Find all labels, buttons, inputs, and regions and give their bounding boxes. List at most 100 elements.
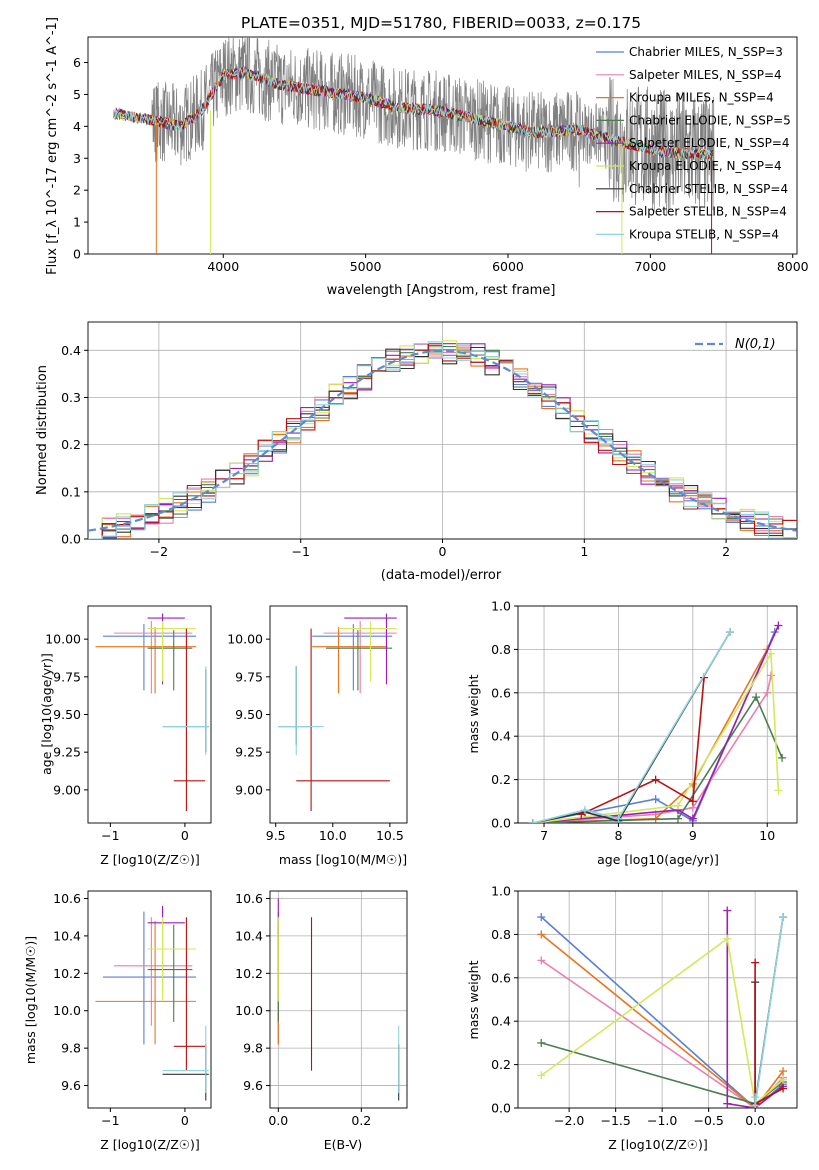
weight-line-kroupa_miles: [540, 933, 784, 1108]
ebv_mass-plot: [277, 898, 400, 1101]
x-tick-label: −1: [291, 544, 309, 559]
y-tick-label: 0.8: [491, 642, 511, 657]
spectrum-axes: [84, 36, 798, 258]
y-tick-label: 0.6: [491, 685, 511, 700]
y-tick-label: 9.75: [235, 669, 263, 684]
weight-line-kroupa_elodie: [540, 937, 784, 1106]
z_mass-xlabel: Z [log10(Z/Z☉)]: [100, 1137, 200, 1152]
legend-label-chabrier_miles: Chabrier MILES, N_SSP=3: [629, 45, 783, 59]
spectrum-frame: [87, 36, 798, 255]
x-tick-label: 4000: [207, 259, 239, 274]
z_age-frame: [87, 605, 212, 824]
y-tick-label: 9.6: [243, 1078, 263, 1093]
ebv_mass-xlabel: E(B-V): [324, 1137, 363, 1152]
y-tick-label: 9.25: [53, 745, 81, 760]
x-tick-label: 10.0: [319, 828, 347, 843]
x-tick-label: 0: [439, 544, 447, 559]
residual-plot: [88, 340, 797, 539]
figure-title: PLATE=0351, MJD=51780, FIBERID=0033, z=0…: [241, 14, 641, 32]
legend-label-salpeter_miles: Salpeter MILES, N_SSP=4: [629, 68, 782, 82]
y-tick-label: 5: [73, 87, 81, 102]
residual-ylabel: Normed distribution: [35, 365, 50, 495]
age_weight-frame: [517, 605, 798, 824]
x-tick-label: −2: [150, 544, 168, 559]
x-tick-label: 0: [181, 828, 189, 843]
weight-line-salpeter_stelib: [580, 677, 705, 816]
spectrum-data-line: [113, 37, 715, 216]
y-tick-label: 1: [73, 215, 81, 230]
y-tick-label: 0.8: [491, 927, 511, 942]
y-tick-label: 10.2: [235, 966, 263, 981]
ebv_mass-axes: [266, 890, 408, 1112]
weight-line-chabrier_elodie: [532, 695, 783, 823]
y-tick-label: 9.8: [243, 1041, 263, 1056]
age_weight-xlabel: age [log10(age/yr)]: [597, 852, 719, 867]
y-tick-label: 0.0: [491, 816, 511, 831]
y-tick-label: 9.00: [53, 782, 81, 797]
weight-line-chabrier_miles: [540, 916, 784, 1108]
residual-xlabel: (data-model)/error: [381, 568, 502, 583]
z_weight-plot: [537, 906, 788, 1108]
weight-line-salpeter_elodie: [532, 625, 780, 823]
y-tick-label: 0.2: [61, 437, 81, 452]
mass_age-plot: [277, 613, 397, 811]
x-tick-label: 7: [540, 828, 548, 843]
z_weight-ylabel: mass weight: [466, 960, 481, 1039]
x-tick-label: 9: [689, 828, 697, 843]
y-tick-label: 0.0: [61, 532, 81, 547]
legend-label-kroupa_elodie: Kroupa ELODIE, N_SSP=4: [629, 159, 782, 173]
z_age-xlabel: Z [log10(Z/Z☉)]: [100, 852, 200, 867]
legend-label-normal: N(0,1): [735, 337, 776, 352]
y-tick-label: 10.0: [53, 1003, 81, 1018]
x-tick-label: 2: [722, 544, 730, 559]
legend-label-chabrier_stelib: Chabrier STELIB, N_SSP=4: [629, 182, 788, 196]
z_weight-xlabel: Z [log10(Z/Z☉)]: [608, 1137, 708, 1152]
spectrum-plot: [113, 37, 715, 254]
weight-line-salpeter_miles: [532, 675, 772, 823]
y-tick-label: 9.8: [61, 1041, 81, 1056]
weight-line-kroupa_elodie: [532, 651, 780, 823]
y-tick-label: 10.6: [235, 891, 263, 906]
y-tick-label: 3: [73, 151, 81, 166]
y-tick-label: 9.50: [235, 707, 263, 722]
y-tick-label: 9.00: [235, 782, 263, 797]
y-tick-label: 0.4: [491, 1014, 511, 1029]
x-tick-label: 8: [614, 828, 622, 843]
y-tick-label: 9.50: [53, 707, 81, 722]
x-tick-label: −1.0: [647, 1113, 677, 1128]
y-tick-label: 10.00: [227, 632, 263, 647]
x-tick-label: −0.5: [693, 1113, 723, 1128]
x-tick-label: 8000: [777, 259, 809, 274]
z_age-plot: [95, 613, 209, 811]
z_mass-plot: [95, 905, 209, 1101]
x-tick-label: 1: [580, 544, 588, 559]
x-tick-label: 6000: [492, 259, 524, 274]
y-tick-label: 0.4: [61, 343, 81, 358]
y-tick-label: 9.25: [235, 745, 263, 760]
spectrum-ylabel: Flux [f_λ 10^-17 erg cm^-2 s^-1 A^-1]: [45, 17, 60, 275]
y-tick-label: 0.6: [491, 970, 511, 985]
x-tick-label: −1.5: [600, 1113, 630, 1128]
y-tick-label: 0.4: [491, 729, 511, 744]
y-tick-label: 10.2: [53, 966, 81, 981]
residual-histogram-kroupa_stelib: [88, 341, 797, 539]
y-tick-label: 0.1: [61, 484, 81, 499]
y-tick-label: 10.0: [235, 1003, 263, 1018]
y-tick-label: 1.0: [491, 884, 511, 899]
y-tick-label: 9.6: [61, 1078, 81, 1093]
z_mass-axes: [84, 890, 212, 1112]
mass_age-xlabel: mass [log10(M/M☉)]: [279, 852, 407, 867]
x-tick-label: 7000: [634, 259, 666, 274]
x-tick-label: −2.0: [554, 1113, 584, 1128]
y-tick-label: 0.2: [491, 1057, 511, 1072]
z_age-ylabel: age [log10(age/yr)]: [39, 653, 54, 775]
y-tick-label: 4: [73, 119, 81, 134]
z_weight-frame: [517, 890, 798, 1109]
x-tick-label: −1: [101, 1113, 119, 1128]
y-tick-label: 0.0: [491, 1101, 511, 1116]
spectrum-xlabel: wavelength [Angstrom, rest frame]: [327, 283, 556, 298]
z_mass-ylabel: mass [log10(M/M☉)]: [23, 936, 38, 1064]
age_weight-ylabel: mass weight: [466, 674, 481, 753]
weight-line-chabrier_miles: [532, 631, 776, 823]
